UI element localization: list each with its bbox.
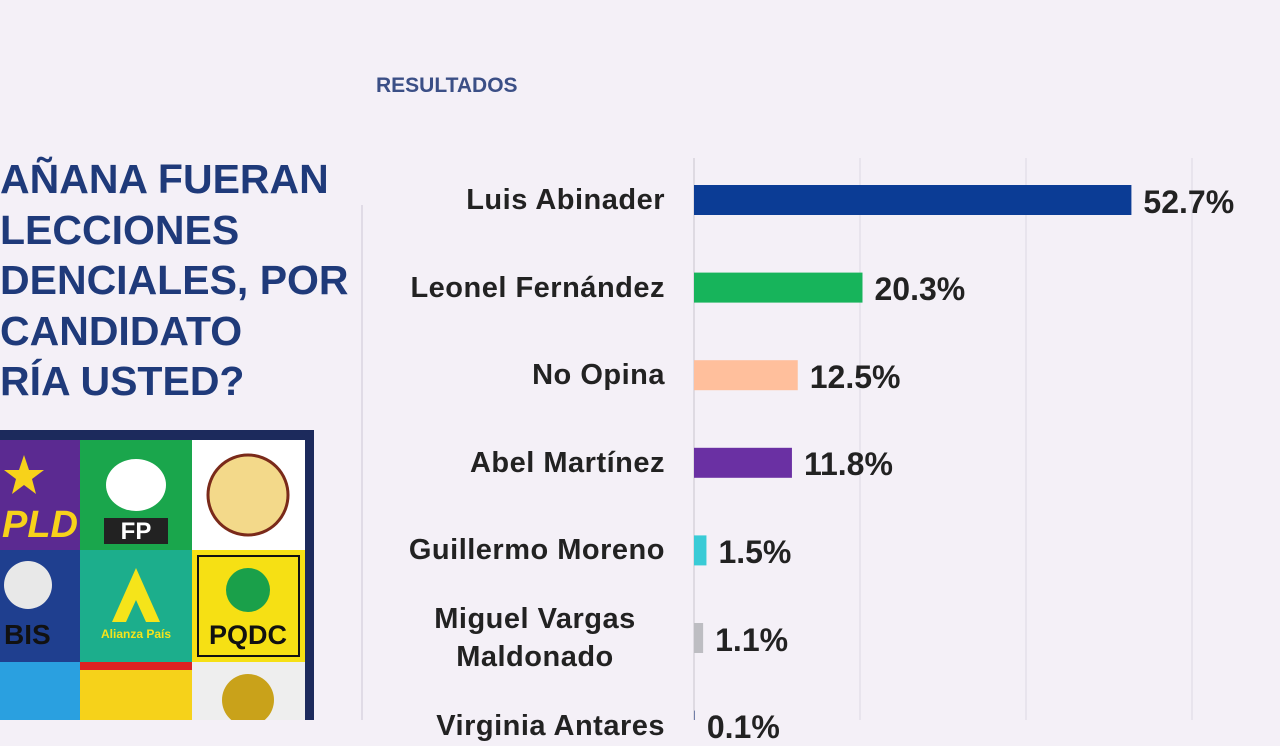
sun — [222, 674, 274, 720]
bar — [694, 185, 1132, 215]
category-label-box: Virginia Antares — [405, 707, 665, 745]
bar — [694, 623, 704, 653]
category-label-box: No Opina — [405, 356, 665, 394]
category-label: Luis Abinader — [466, 184, 665, 216]
category-label-box: Miguel Vargas Maldonado — [405, 600, 665, 676]
category-label-box: Guillermo Moreno — [405, 531, 665, 569]
plot — [693, 158, 1193, 720]
flower — [106, 459, 166, 511]
question-line: AÑANA FUERAN — [0, 156, 329, 202]
logo-text: BIS — [4, 619, 51, 650]
star — [4, 455, 44, 494]
question-line: CANDIDATO — [0, 307, 243, 354]
value-label: 0.1% — [706, 709, 780, 746]
value-label: 1.5% — [718, 533, 792, 570]
question-line: DENCIALES, POR — [0, 257, 349, 303]
category-label: Leonel Fernández — [410, 271, 665, 304]
logo-text: PLD — [2, 504, 78, 546]
pqdc-frame — [197, 555, 300, 657]
canvas: PLD FP BIS Alianza País PQDC — [0, 158, 1193, 720]
logo-pld — [0, 440, 80, 550]
category-label: Miguel Vargas Maldonado — [434, 603, 636, 673]
logo-ap — [80, 550, 192, 662]
bar — [694, 535, 707, 566]
fp-box — [104, 518, 168, 544]
category-label: Abel Martínez — [469, 446, 665, 479]
question-line: RÍA USTED? — [0, 358, 245, 404]
logo-cell — [0, 662, 80, 720]
palm — [226, 568, 270, 612]
value-label: 1.1% — [715, 621, 789, 658]
category-label-box: Luis Abinader — [405, 181, 665, 219]
category-label-box: Abel Martínez — [405, 444, 665, 482]
value-label: 11.8% — [803, 446, 893, 483]
logo-text: PQDC — [209, 620, 287, 650]
logo-cell — [80, 662, 192, 670]
category-label-box: Leonel Fernández — [405, 269, 665, 307]
category-label: Guillermo Moreno — [408, 534, 665, 567]
value-label: 20.3% — [874, 271, 966, 308]
question-line: LECCIONES — [0, 206, 240, 253]
logo-text: Alianza País — [101, 627, 171, 641]
category-label: Virginia Antares — [436, 709, 665, 742]
bar — [694, 710, 695, 720]
bar — [694, 272, 863, 303]
header: RESULTADOS — [376, 74, 518, 97]
bar — [694, 447, 792, 478]
logo-text: FP — [121, 518, 152, 545]
bar — [694, 360, 798, 391]
category-label: No Opina — [532, 359, 665, 392]
seal — [4, 561, 52, 609]
value-label: 52.7% — [1143, 183, 1235, 220]
page: PLD FP BIS Alianza País PQDC RESULTADOS … — [0, 74, 1235, 746]
a-mark — [112, 568, 160, 622]
question: AÑANA FUERAN LECCIONES DENCIALES, POR CANDI… — [0, 154, 349, 407]
value-label: 12.5% — [809, 358, 901, 395]
logo-cell — [80, 662, 192, 720]
logo-panel: PLD FP BIS Alianza País PQDC — [0, 430, 314, 720]
seal — [206, 453, 290, 537]
